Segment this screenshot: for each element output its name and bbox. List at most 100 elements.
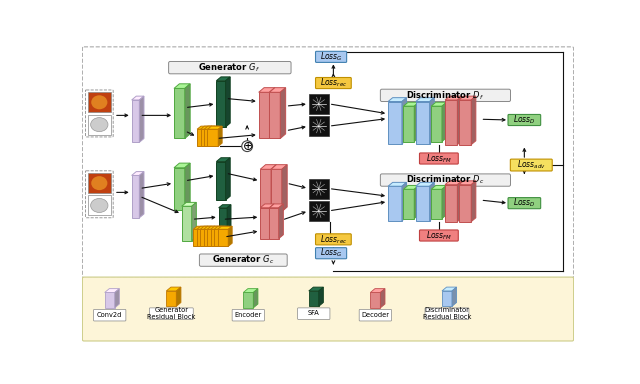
Polygon shape (471, 96, 476, 145)
Polygon shape (197, 126, 212, 129)
FancyBboxPatch shape (359, 310, 392, 321)
Polygon shape (176, 287, 181, 306)
Polygon shape (105, 289, 119, 293)
Text: Discriminator $D_f$: Discriminator $D_f$ (406, 89, 484, 102)
FancyBboxPatch shape (83, 47, 573, 278)
Polygon shape (445, 96, 462, 100)
Polygon shape (403, 189, 414, 218)
Polygon shape (402, 182, 406, 221)
Polygon shape (445, 181, 462, 185)
Polygon shape (211, 229, 221, 246)
Circle shape (242, 141, 253, 152)
Polygon shape (115, 289, 119, 308)
FancyBboxPatch shape (88, 92, 111, 112)
Polygon shape (207, 126, 222, 129)
Text: Generator $G_f$: Generator $G_f$ (198, 61, 260, 74)
Polygon shape (174, 163, 190, 168)
Polygon shape (388, 98, 406, 101)
Polygon shape (259, 92, 269, 139)
Polygon shape (458, 96, 462, 145)
Text: Conv2d: Conv2d (97, 312, 122, 318)
Polygon shape (214, 229, 225, 246)
Text: $Loss_G$: $Loss_G$ (320, 247, 342, 260)
Polygon shape (204, 226, 218, 229)
Polygon shape (200, 226, 215, 229)
FancyBboxPatch shape (88, 114, 111, 135)
Polygon shape (459, 181, 476, 185)
FancyBboxPatch shape (419, 153, 458, 164)
Polygon shape (200, 129, 211, 146)
Polygon shape (216, 81, 225, 127)
Polygon shape (280, 88, 285, 139)
FancyBboxPatch shape (93, 310, 126, 321)
Polygon shape (211, 226, 225, 229)
Text: $Loss_{adv}$: $Loss_{adv}$ (517, 159, 546, 171)
Polygon shape (271, 169, 282, 212)
Text: Generator
Residual Block: Generator Residual Block (147, 307, 195, 320)
Polygon shape (260, 169, 271, 212)
Polygon shape (193, 226, 208, 229)
Polygon shape (243, 289, 258, 293)
FancyBboxPatch shape (508, 114, 541, 126)
Text: $Loss_{rec}$: $Loss_{rec}$ (320, 233, 347, 246)
Polygon shape (260, 204, 274, 208)
Polygon shape (221, 226, 225, 246)
Polygon shape (211, 226, 215, 246)
Polygon shape (214, 226, 218, 246)
FancyBboxPatch shape (316, 248, 347, 259)
FancyBboxPatch shape (380, 174, 511, 186)
Polygon shape (269, 208, 279, 238)
Polygon shape (402, 98, 406, 144)
Ellipse shape (91, 118, 108, 132)
Polygon shape (319, 287, 323, 306)
Polygon shape (182, 202, 196, 206)
Polygon shape (403, 106, 414, 142)
Polygon shape (431, 185, 447, 189)
Polygon shape (105, 293, 115, 308)
Polygon shape (431, 106, 442, 142)
Polygon shape (269, 204, 274, 238)
FancyBboxPatch shape (149, 308, 193, 319)
FancyBboxPatch shape (88, 173, 111, 193)
Text: $Loss_D$: $Loss_D$ (513, 197, 536, 209)
Text: $Loss_{FM}$: $Loss_{FM}$ (426, 152, 452, 165)
Polygon shape (269, 204, 284, 208)
Polygon shape (429, 98, 435, 144)
Text: Discriminator
Residual Block: Discriminator Residual Block (423, 307, 471, 320)
Polygon shape (442, 287, 456, 291)
Polygon shape (207, 129, 218, 146)
Polygon shape (219, 205, 231, 208)
Polygon shape (216, 162, 225, 200)
FancyBboxPatch shape (508, 198, 541, 209)
Polygon shape (388, 101, 402, 144)
Polygon shape (380, 289, 385, 308)
Polygon shape (200, 126, 215, 129)
FancyBboxPatch shape (510, 159, 552, 171)
FancyBboxPatch shape (232, 310, 264, 321)
Polygon shape (132, 96, 144, 100)
Polygon shape (196, 226, 211, 229)
FancyBboxPatch shape (308, 94, 329, 114)
FancyBboxPatch shape (83, 277, 573, 341)
Polygon shape (174, 88, 185, 139)
Polygon shape (225, 77, 230, 127)
Polygon shape (227, 205, 231, 238)
Ellipse shape (92, 176, 108, 190)
Polygon shape (140, 172, 144, 218)
Polygon shape (204, 129, 215, 146)
Polygon shape (279, 204, 284, 238)
FancyBboxPatch shape (380, 89, 511, 101)
Polygon shape (259, 88, 275, 92)
Text: $Loss_{FM}$: $Loss_{FM}$ (426, 229, 452, 242)
Text: $Loss_G$: $Loss_G$ (320, 51, 342, 63)
FancyBboxPatch shape (316, 234, 351, 245)
FancyBboxPatch shape (200, 254, 287, 266)
Polygon shape (429, 182, 435, 221)
Polygon shape (308, 287, 323, 291)
Text: $Loss_D$: $Loss_D$ (513, 114, 536, 126)
Polygon shape (416, 98, 435, 101)
Polygon shape (185, 163, 190, 210)
Polygon shape (414, 185, 419, 218)
FancyBboxPatch shape (308, 201, 329, 221)
Polygon shape (140, 96, 144, 142)
